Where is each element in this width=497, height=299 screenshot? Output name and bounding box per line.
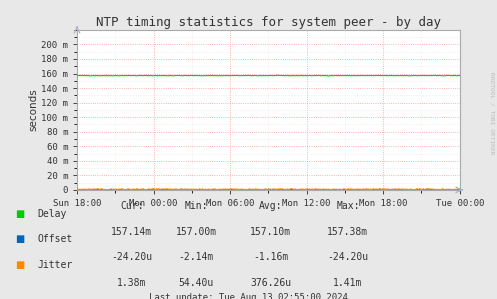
Text: -24.20u: -24.20u (328, 252, 368, 262)
Text: -1.16m: -1.16m (253, 252, 288, 262)
Text: 157.00m: 157.00m (176, 227, 217, 237)
Text: 54.40u: 54.40u (179, 277, 214, 288)
Text: 1.38m: 1.38m (117, 277, 147, 288)
Text: 376.26u: 376.26u (250, 277, 291, 288)
Text: 157.14m: 157.14m (111, 227, 152, 237)
Text: Max:: Max: (336, 201, 360, 211)
Text: RRDTOOL / TOBI OETIKER: RRDTOOL / TOBI OETIKER (490, 72, 495, 155)
Text: 1.41m: 1.41m (333, 277, 363, 288)
Y-axis label: seconds: seconds (28, 89, 38, 131)
Text: ■: ■ (15, 234, 24, 244)
Text: -2.14m: -2.14m (179, 252, 214, 262)
Text: Avg:: Avg: (259, 201, 283, 211)
Text: ■: ■ (15, 209, 24, 219)
Title: NTP timing statistics for system peer - by day: NTP timing statistics for system peer - … (96, 16, 441, 29)
Text: Jitter: Jitter (37, 260, 73, 270)
Text: Min:: Min: (184, 201, 208, 211)
Text: Delay: Delay (37, 209, 67, 219)
Text: ■: ■ (15, 260, 24, 270)
Text: Cur:: Cur: (120, 201, 144, 211)
Text: 157.10m: 157.10m (250, 227, 291, 237)
Text: Last update: Tue Aug 13 02:55:00 2024: Last update: Tue Aug 13 02:55:00 2024 (149, 294, 348, 299)
Text: Offset: Offset (37, 234, 73, 244)
Text: 157.38m: 157.38m (328, 227, 368, 237)
Text: -24.20u: -24.20u (111, 252, 152, 262)
